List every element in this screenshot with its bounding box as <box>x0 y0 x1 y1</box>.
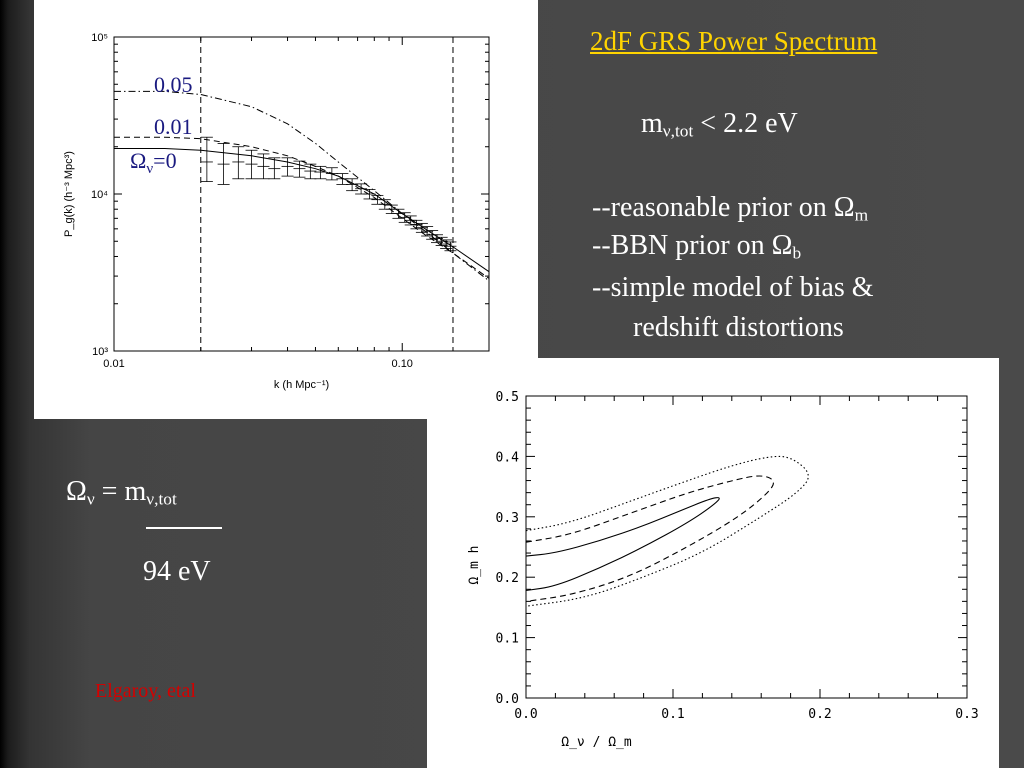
equals-mass: = m <box>94 476 147 507</box>
omega-nu-equation-numerator: Ων = mν,tot <box>66 476 177 509</box>
bullet-text: --BBN prior on Ω <box>592 230 793 261</box>
bullet-subscript: m <box>854 205 869 225</box>
power-spectrum-chart-panel: 0.01 0.10 10³ 10⁴ 10⁵ k (h Mpc⁻¹) P_g(k) (h⁻³ … <box>34 0 538 419</box>
model-curve <box>114 90 490 282</box>
y-tick-label: 0.1 <box>496 632 519 647</box>
x-tick-label: 0.10 <box>392 358 413 370</box>
y-axis-label: P_g(k) (h⁻³ Mpc³) <box>63 151 75 237</box>
x-tick-label: 0.2 <box>808 707 831 722</box>
bullet-redshift-distortions: redshift distortions <box>633 312 844 343</box>
y-tick-label: 0.5 <box>496 390 519 405</box>
contour-chart: 0.0 0.1 0.2 0.3 0.0 0.1 0.2 0.3 0.4 0.5 Ω_ν / Ω_m Ω… <box>467 390 979 750</box>
neutrino-mass-limit: mν,tot < 2.2 eV <box>641 108 798 141</box>
curve-label-omega-nu-zero: Ων=0 <box>130 148 177 177</box>
y-tick-label: 10⁴ <box>91 189 108 201</box>
y-tick-label: 0.0 <box>496 692 519 707</box>
slide-title: 2dF GRS Power Spectrum <box>590 26 878 56</box>
plot-frame <box>525 395 968 699</box>
y-axis-label: Ω_m h <box>467 546 482 585</box>
y-tick-label: 10³ <box>92 346 108 358</box>
y-tick-label: 0.2 <box>496 571 519 586</box>
curve-label-0-01: 0.01 <box>154 114 193 139</box>
curve-label-0-05: 0.05 <box>154 72 193 97</box>
x-tick-label: 0.1 <box>661 707 684 722</box>
mass-subscript: ν,tot <box>662 121 694 141</box>
bullet-subscript: b <box>792 243 802 263</box>
mass-symbol: m <box>641 108 663 139</box>
x-tick-label: 0.3 <box>955 707 978 722</box>
x-tick-label: 0.01 <box>103 358 124 370</box>
y-tick-label: 0.4 <box>496 450 520 465</box>
citation-credit: Elgaroy, etal <box>95 680 196 702</box>
confidence-contour <box>526 497 720 592</box>
bullet-bias-model: --simple model of bias & <box>592 272 874 303</box>
model-curve <box>114 148 490 273</box>
x-tick-label: 0.0 <box>514 707 537 722</box>
omega-subscript: ν <box>86 489 95 509</box>
y-tick-label: 0.3 <box>496 511 519 526</box>
confidence-contour <box>526 475 774 602</box>
bullet-text: --reasonable prior on Ω <box>592 192 855 223</box>
bullet-prior-omega-m: --reasonable prior on Ωm <box>592 192 868 225</box>
bullet-bbn-prior: --BBN prior on Ωb <box>592 230 801 263</box>
model-curve <box>114 136 490 279</box>
omega-nu-equation-denominator: 94 eV <box>143 556 211 587</box>
x-axis-label: k (h Mpc⁻¹) <box>274 379 329 391</box>
contour-chart-panel: 0.0 0.1 0.2 0.3 0.0 0.1 0.2 0.3 0.4 0.5 Ω_ν / Ω_m Ω… <box>427 358 999 768</box>
fraction-bar <box>146 527 222 529</box>
mass-subscript: ν,tot <box>146 489 177 509</box>
omega-symbol: Ω <box>66 476 87 507</box>
confidence-contour <box>526 455 809 607</box>
mass-limit-value: < 2.2 eV <box>693 108 798 139</box>
y-tick-label: 10⁵ <box>91 32 108 44</box>
power-spectrum-chart: 0.01 0.10 10³ 10⁴ 10⁵ k (h Mpc⁻¹) P_g(k) (h⁻³ … <box>63 32 490 391</box>
x-axis-label: Ω_ν / Ω_m <box>561 735 632 750</box>
